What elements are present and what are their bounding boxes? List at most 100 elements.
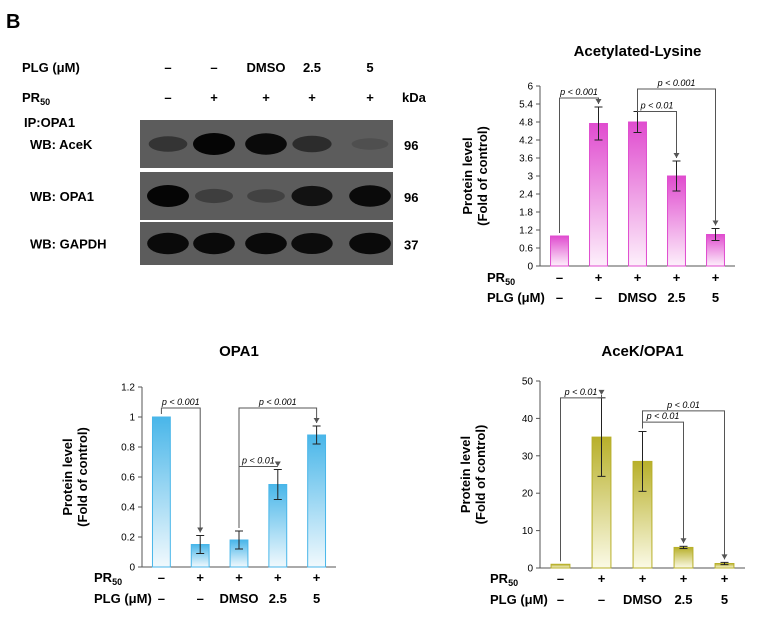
condition-value: DMSO (220, 591, 259, 606)
bracket-arrow (598, 389, 605, 395)
blot-band (245, 232, 287, 255)
condition-value: – (158, 591, 165, 606)
significance-label: p < 0.01 (646, 411, 680, 421)
blot-band (147, 232, 189, 255)
significance-label: p < 0.01 (640, 101, 674, 111)
condition-value: – (556, 290, 563, 305)
panel-letter: B (6, 11, 20, 33)
blot-condition-value: 2.5 (303, 60, 321, 75)
y-tick-label: 5.4 (519, 100, 533, 111)
y-tick-label: 0 (527, 564, 533, 575)
condition-row-label: PR50 (94, 570, 122, 587)
condition-value: + (634, 270, 642, 285)
significance-label: p < 0.001 (657, 78, 696, 88)
condition-value: – (197, 591, 204, 606)
y-tick-label: 4.2 (519, 136, 533, 147)
bracket-arrow (680, 538, 687, 544)
y-tick-label: 3 (527, 172, 533, 183)
condition-value: – (158, 570, 165, 585)
condition-value: 2.5 (269, 591, 287, 606)
y-tick-label: 50 (522, 377, 534, 388)
blot-condition-value: + (366, 90, 374, 105)
blot-band (247, 189, 285, 203)
y-tick-label: 40 (522, 414, 534, 425)
significance-bracket (238, 466, 278, 528)
significance-label: p < 0.01 (241, 456, 275, 466)
blot-condition-value: DMSO (247, 60, 286, 75)
blot-band (147, 185, 189, 207)
significance-label: p < 0.001 (258, 397, 297, 407)
y-tick-label: 30 (522, 451, 534, 462)
condition-value: 2.5 (674, 592, 692, 607)
significance-label: p < 0.01 (564, 387, 598, 397)
y-tick-label: 0.6 (519, 244, 533, 255)
condition-value: 5 (712, 290, 719, 305)
blot-band (148, 136, 188, 152)
blot-condition-value: – (210, 60, 217, 75)
bar (307, 434, 327, 568)
chart-title: OPA1 (219, 343, 259, 360)
blot-kda: 37 (404, 238, 418, 253)
condition-value: + (313, 570, 321, 585)
kda-label: kDa (402, 90, 427, 105)
ip-label: IP:OPA1 (24, 115, 75, 130)
condition-value: + (673, 270, 681, 285)
bracket-arrow (197, 527, 204, 533)
blot-condition-value: – (164, 90, 171, 105)
condition-value: DMSO (623, 592, 662, 607)
significance-label: p < 0.001 (559, 87, 598, 97)
chart-title: Acetylated-Lysine (574, 43, 702, 60)
chart-1: OPA1 Protein level(Fold of control) 0 0.2 0.… (60, 343, 336, 606)
condition-value: – (595, 290, 602, 305)
significance-bracket (560, 394, 602, 562)
condition-value: + (712, 270, 720, 285)
western-blot: PLG (μM) – – DMSO 2.5 5 PR50 – + + + + kDa IP:OPA1 WB:… (22, 60, 427, 265)
condition-row-label: PR50 (487, 270, 515, 287)
condition-value: + (598, 571, 606, 586)
blot-kda: 96 (404, 138, 418, 153)
blot-condition-value: 5 (366, 60, 373, 75)
condition-value: + (196, 570, 204, 585)
significance-bracket (637, 108, 677, 158)
blot-condition-label: PR50 (22, 90, 50, 107)
chart-ylabel: Protein level(Fold of control) (460, 126, 490, 226)
blot-band (194, 188, 234, 204)
blot-row-label: WB: GAPDH (30, 237, 107, 252)
condition-row-label: PLG (μM) (94, 591, 152, 606)
bracket-arrow (712, 220, 719, 226)
blot-condition-value: – (164, 60, 171, 75)
blot-row-label: WB: OPA1 (30, 189, 94, 204)
chart-ylabel: Protein level(Fold of control) (60, 427, 90, 527)
blot-band (349, 232, 391, 255)
chart-ylabel: Protein level(Fold of control) (458, 425, 488, 525)
y-tick-label: 3.6 (519, 154, 533, 165)
significance-label: p < 0.001 (161, 397, 200, 407)
condition-value: + (274, 570, 282, 585)
significance-bracket (642, 421, 684, 544)
condition-value: + (595, 270, 603, 285)
bar (550, 563, 571, 569)
y-tick-label: 0 (527, 262, 533, 273)
significance-label: p < 0.01 (666, 400, 700, 410)
blot-band (193, 232, 235, 255)
y-tick-label: 0.2 (121, 533, 135, 544)
condition-value: + (639, 571, 647, 586)
chart-2: AceK/OPA1 Protein level(Fold of control) 0… (458, 343, 745, 607)
blot-band (349, 185, 391, 207)
y-tick-label: 6 (527, 82, 533, 93)
blot-row-label: WB: AceK (30, 137, 93, 152)
bar (589, 123, 608, 267)
bar (550, 235, 569, 267)
significance-bracket (160, 407, 201, 533)
y-tick-label: 1.8 (519, 208, 533, 219)
blot-kda: 96 (404, 190, 418, 205)
y-tick-label: 10 (522, 526, 534, 537)
condition-value: 5 (313, 591, 320, 606)
blot-band (292, 135, 332, 153)
condition-value: DMSO (618, 290, 657, 305)
condition-value: 2.5 (667, 290, 685, 305)
bar (673, 546, 694, 569)
condition-value: + (680, 571, 688, 586)
condition-row-label: PLG (μM) (487, 290, 545, 305)
